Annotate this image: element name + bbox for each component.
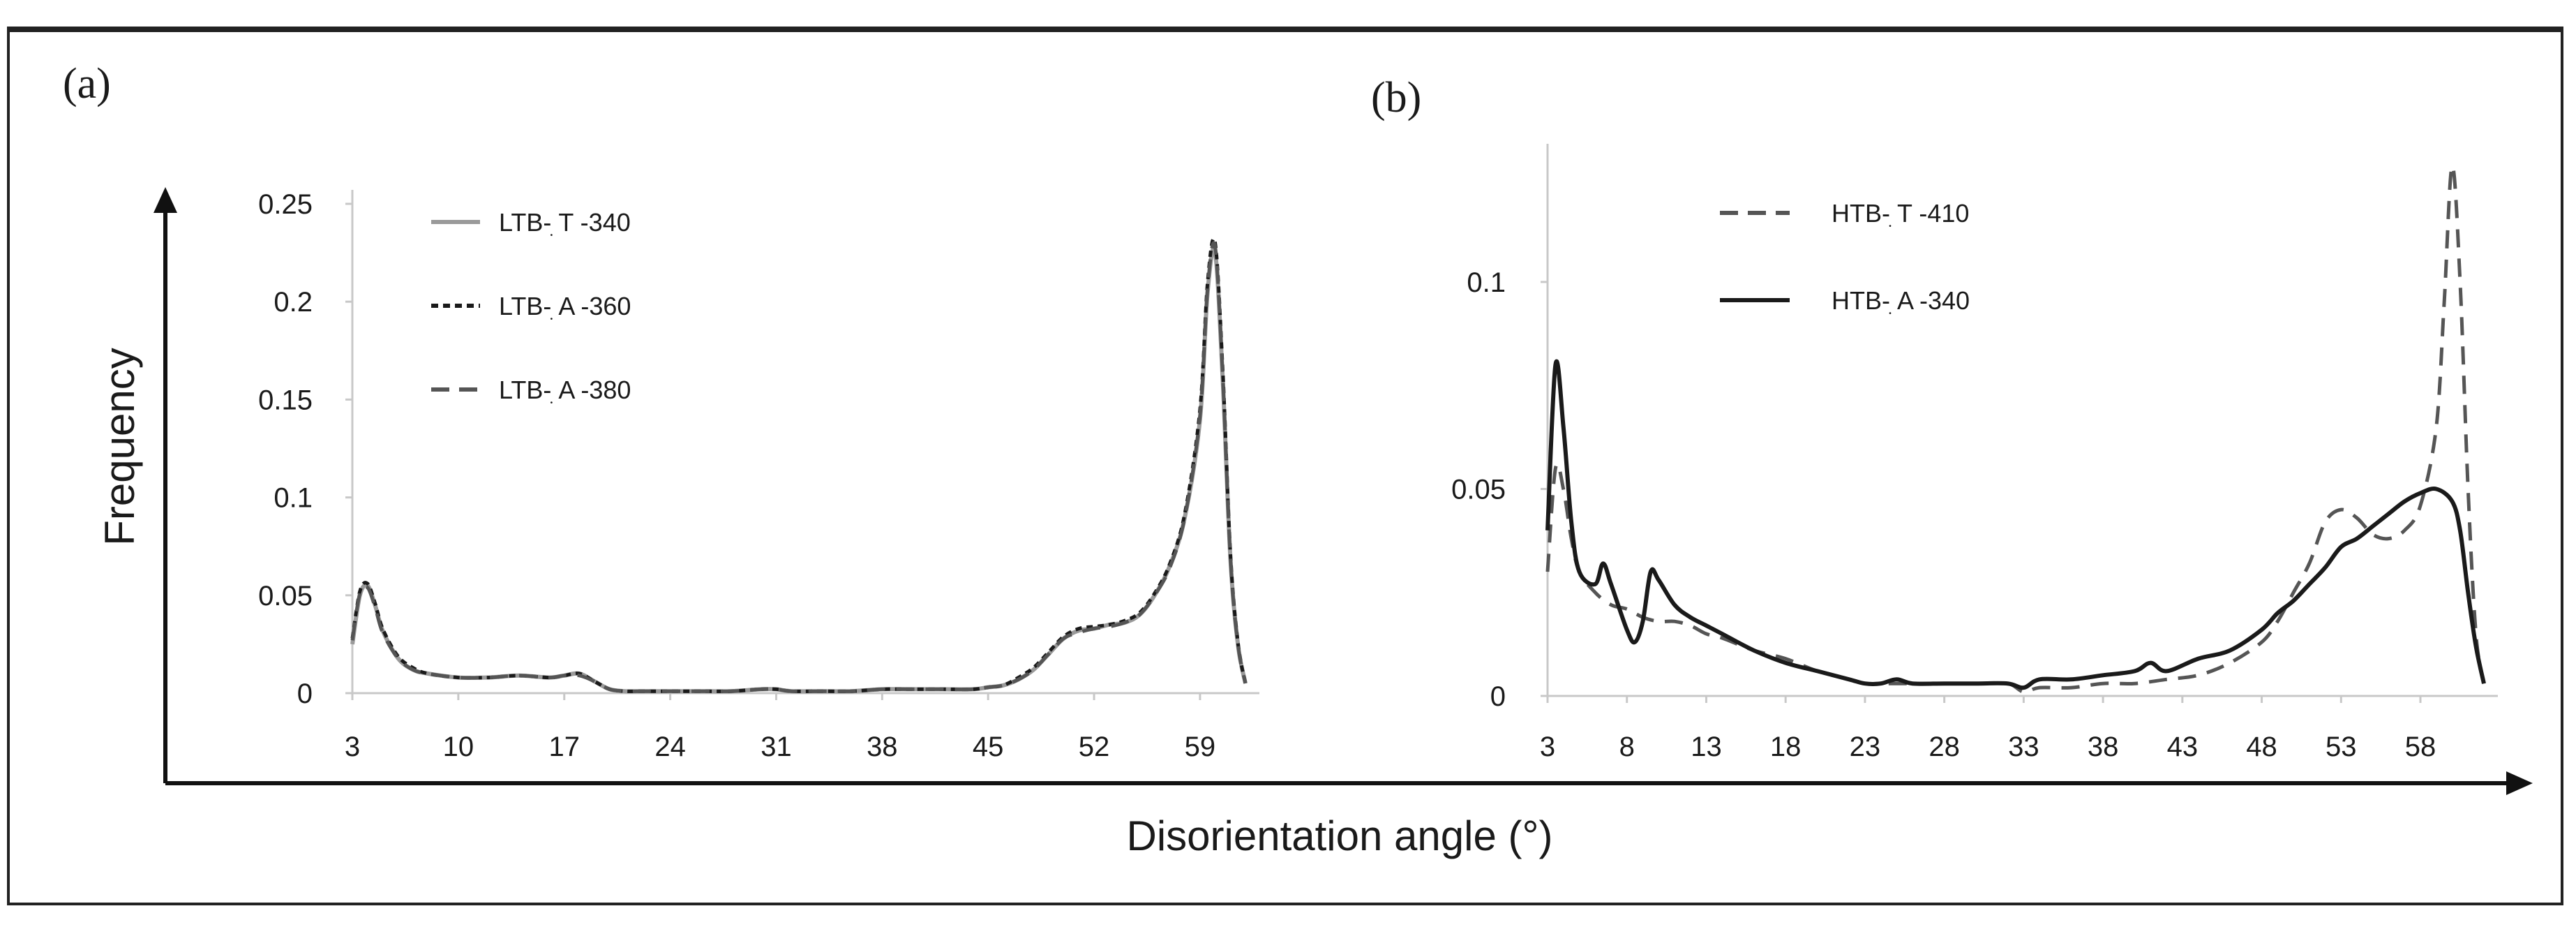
x-tick-label: 10: [443, 732, 474, 762]
x-tick-label: 3: [1540, 732, 1555, 762]
x-tick-label: 43: [2167, 732, 2199, 762]
x-tick-label: 8: [1619, 732, 1635, 762]
x-axis-title: Disorientation angle (°): [1127, 813, 1553, 859]
y-tick-label: 0.1: [274, 483, 313, 514]
x-axis-arrowhead: [2506, 771, 2533, 795]
legend-label: LTB-ׅ A -380: [499, 376, 631, 404]
y-tick-label: 0.05: [258, 581, 313, 611]
legend-label: HTB-ׅ A -340: [1832, 286, 1970, 315]
y-tick-label: 0.25: [258, 189, 313, 220]
y-tick-label: 0.1: [1467, 267, 1506, 298]
x-tick-label: 3: [345, 732, 360, 762]
chart-a: 0 0.05 0.1 0.15 0.2 0.25 3 10 17 24 31 38 45 52 59 LTB-…: [258, 189, 1259, 762]
y-tick-label: 0.2: [274, 287, 313, 318]
x-tick-label: 53: [2326, 732, 2357, 762]
x-tick-label: 58: [2405, 732, 2436, 762]
panel-b-label: (b): [1371, 74, 1421, 121]
y-tick-label: 0.15: [258, 385, 313, 415]
figure-frame: [7, 27, 2563, 905]
x-tick-label: 59: [1185, 732, 1216, 762]
legend-label: HTB-ׅ T -410: [1832, 199, 1969, 228]
panel-a-label: (a): [63, 60, 111, 107]
series-line-htb-a-340: [1545, 359, 2486, 690]
x-tick-label: 45: [973, 732, 1004, 762]
legend-label: LTB-ׅ A -360: [499, 292, 631, 320]
series-line-ltb-a-380: [350, 241, 1248, 693]
x-tick-label: 13: [1691, 732, 1722, 762]
y-tick-label: 0: [1490, 681, 1506, 712]
series-line-htb-t-410: [1545, 164, 2486, 694]
y-axis-arrowhead: [153, 187, 177, 213]
x-tick-label: 31: [761, 732, 792, 762]
y-axis-title: Frequency: [96, 348, 143, 545]
y-tick-label: 0: [297, 678, 313, 709]
x-tick-label: 17: [548, 732, 580, 762]
x-tick-label: 23: [1850, 732, 1881, 762]
x-tick-label: 48: [2246, 732, 2277, 762]
x-tick-label: 52: [1079, 732, 1110, 762]
y-tick-label: 0.05: [1451, 474, 1506, 505]
x-tick-label: 18: [1770, 732, 1802, 762]
x-tick-label: 28: [1929, 732, 1960, 762]
x-tick-label: 38: [867, 732, 898, 762]
x-tick-label: 38: [2088, 732, 2119, 762]
x-tick-label: 33: [2008, 732, 2039, 762]
legend-label: LTB-ׅ T -340: [499, 208, 631, 237]
x-tick-label: 24: [654, 732, 686, 762]
